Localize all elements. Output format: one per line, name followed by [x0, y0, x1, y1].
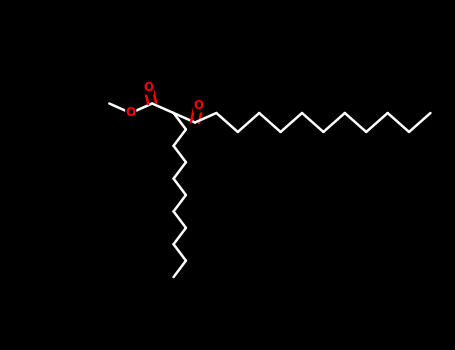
Text: O: O — [126, 106, 136, 119]
Text: O: O — [143, 81, 153, 94]
Text: O: O — [194, 99, 204, 112]
